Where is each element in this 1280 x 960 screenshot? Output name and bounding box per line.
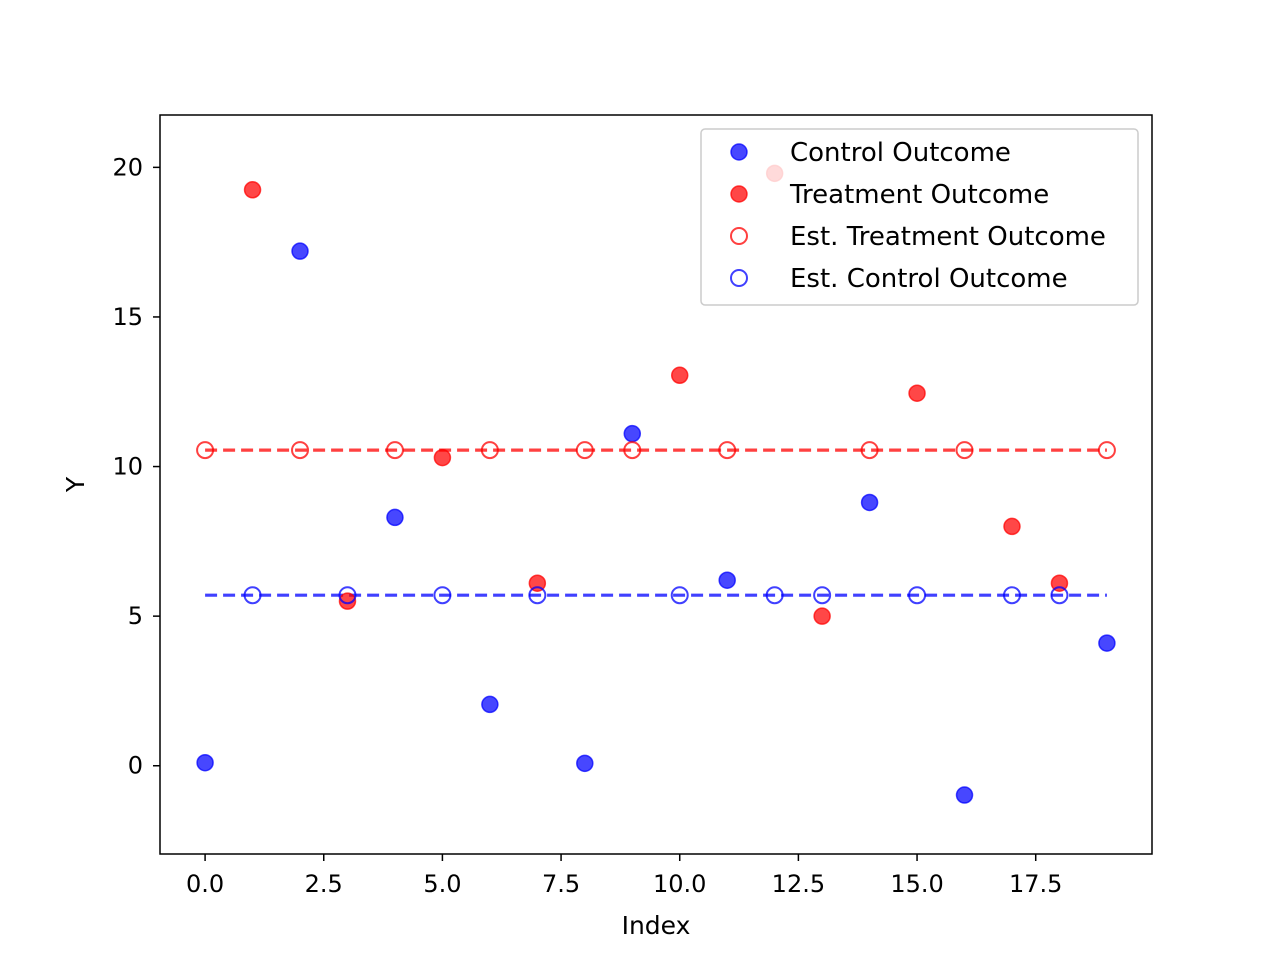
- est-control-outcome-point: [338, 586, 357, 605]
- est-control-outcome-point: [765, 586, 784, 605]
- treatment-outcome-point: [433, 448, 452, 467]
- legend-label: Est. Control Outcome: [790, 264, 1068, 294]
- treatment-outcome-point: [908, 384, 926, 402]
- y-tick-label: 15: [112, 303, 143, 331]
- legend-label: Est. Treatment Outcome: [790, 222, 1106, 252]
- est-treatment-outcome-point: [291, 441, 310, 460]
- est-control-outcome-point: [1050, 586, 1069, 605]
- control-outcome-point: [860, 493, 879, 512]
- est-control-outcome-point: [433, 586, 452, 605]
- est-treatment-outcome-point: [718, 441, 737, 460]
- x-tick-label: 7.5: [542, 870, 580, 898]
- est-control-outcome-point: [670, 586, 689, 605]
- y-axis: 0 5 10 15 20: [112, 153, 160, 780]
- y-tick-label: 10: [112, 453, 143, 481]
- x-axis-label: Index: [622, 911, 691, 940]
- est-control-outcome-point: [528, 586, 547, 605]
- y-tick-label: 0: [128, 752, 143, 780]
- est-control-outcome-point: [813, 586, 832, 605]
- treatment-outcome-point: [243, 181, 262, 199]
- control-outcome-point: [955, 786, 974, 804]
- est-treatment-outcome-point: [196, 441, 215, 460]
- x-axis: 0.0 2.5 5.0 7.5 10.0 12.5 15.0 17.5: [186, 854, 1062, 898]
- x-tick-label: 17.5: [1009, 870, 1062, 898]
- est-control-outcome-point: [1002, 586, 1021, 605]
- treatment-outcome-point: [813, 607, 831, 625]
- control-outcome-point: [623, 424, 642, 443]
- treatment-outcome-point: [670, 366, 689, 385]
- legend-label: Control Outcome: [790, 138, 1011, 168]
- est-treatment-outcome-point: [480, 441, 499, 460]
- x-tick-label: 10.0: [653, 870, 706, 898]
- x-tick-label: 5.0: [423, 870, 461, 898]
- control-outcome-point: [576, 754, 594, 773]
- x-tick-label: 2.5: [305, 870, 343, 898]
- legend-label: Treatment Outcome: [789, 180, 1049, 210]
- control-outcome-point: [196, 753, 214, 772]
- est-treatment-outcome-point: [1097, 441, 1116, 460]
- legend-marker-treatment-outcome: [730, 185, 748, 203]
- est-treatment-outcome-point: [623, 441, 642, 460]
- est-treatment-outcome-point: [955, 441, 974, 460]
- x-tick-label: 12.5: [772, 870, 825, 898]
- legend: Control Outcome Treatment Outcome Est. Tre…: [700, 128, 1139, 306]
- est-control-outcome-point: [908, 586, 927, 605]
- est-control-outcome-point: [243, 586, 262, 605]
- y-tick-label: 20: [112, 153, 143, 181]
- control-outcome-point: [386, 508, 404, 527]
- legend-entries: Control Outcome Treatment Outcome Est. Tre…: [730, 138, 1106, 294]
- control-outcome-point: [481, 695, 499, 714]
- est-treatment-outcome-point: [860, 441, 879, 460]
- legend-box: [700, 128, 1139, 306]
- legend-marker-est-control-outcome: [730, 269, 748, 287]
- legend-marker-control-outcome: [730, 143, 748, 161]
- x-tick-label: 0.0: [186, 870, 224, 898]
- control-outcome-point: [1098, 634, 1116, 652]
- axes-frame: [159, 114, 1153, 855]
- control-outcome-point: [718, 571, 736, 589]
- est-treatment-outcome-point: [575, 441, 594, 460]
- plot-area: [196, 164, 1116, 804]
- treatment-outcome-point: [1003, 517, 1021, 536]
- x-tick-label: 15.0: [890, 870, 943, 898]
- control-outcome-point: [291, 242, 309, 260]
- treatment-outcome-point: [338, 592, 357, 610]
- legend-marker-est-treatment-outcome: [730, 227, 748, 245]
- y-tick-label: 5: [128, 602, 143, 630]
- est-treatment-outcome-point: [385, 441, 404, 460]
- y-axis-label: Y: [61, 476, 90, 493]
